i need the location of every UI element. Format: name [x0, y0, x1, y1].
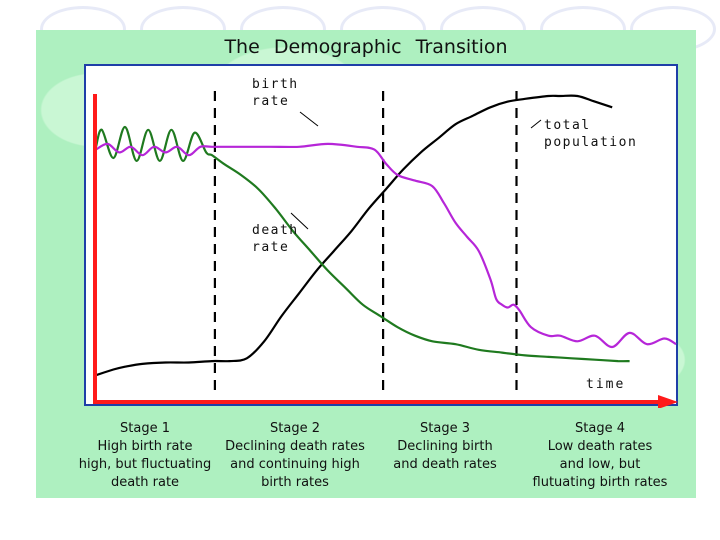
stage-heading: Stage 2: [270, 421, 320, 436]
stage-2-label: Stage 2 Declining death rates and continui…: [215, 420, 375, 492]
stage-description-line: and continuing high: [230, 457, 360, 472]
stage-heading: Stage 1: [120, 421, 170, 436]
stage-heading: Stage 4: [575, 421, 625, 436]
slide-bottom-margin: [36, 498, 696, 540]
stage-description-line: and death rates: [393, 457, 497, 472]
birth-rate-annotation-line: birth: [252, 77, 299, 92]
total-population-annotation-line: population: [544, 135, 637, 150]
total-population-annotation-line: total: [544, 118, 591, 133]
total-population-line: [95, 94, 613, 377]
stage-3-label: Stage 3 Declining birth and death rates: [380, 420, 510, 474]
stage-description-line: birth rates: [261, 475, 329, 490]
stage-1-label: Stage 1 High birth rate high, but fluctuat…: [70, 420, 220, 492]
stage-description-line: high, but fluctuating: [78, 457, 212, 472]
birth-rate-line: [95, 142, 677, 349]
slide-top-strip: [0, 0, 720, 52]
death-rate-line: [94, 125, 630, 363]
stage-description-line: death rate: [110, 475, 180, 490]
stage-description-line: High birth rate: [97, 439, 193, 454]
stage-heading: Stage 3: [420, 421, 470, 436]
stage-4-label: Stage 4 Low death rates and low, but flutua…: [520, 420, 680, 492]
stage-description-line: Low death rates: [547, 439, 653, 454]
x-axis-label: time: [586, 377, 625, 392]
stage-description-line: flutuating birth rates: [532, 475, 668, 490]
slide-title: The Demographic Transition: [224, 36, 508, 58]
stage-description-line: and low, but: [559, 457, 641, 472]
stage-description-line: Declining death rates: [225, 439, 365, 454]
death-rate-annotation-line: death: [252, 223, 299, 238]
x-axis-arrowhead: [658, 395, 678, 408]
stage-description-line: Declining birth: [397, 439, 493, 454]
demographic-transition-chart: birth rate death rate total population time: [93, 77, 678, 408]
chart-panel: [84, 64, 678, 406]
birth-rate-annotation-line: rate: [252, 94, 289, 109]
death-rate-pointer: [290, 212, 309, 230]
birth-rate-pointer: [299, 111, 319, 127]
total-population-pointer: [530, 119, 542, 129]
death-rate-annotation-line: rate: [252, 240, 289, 255]
